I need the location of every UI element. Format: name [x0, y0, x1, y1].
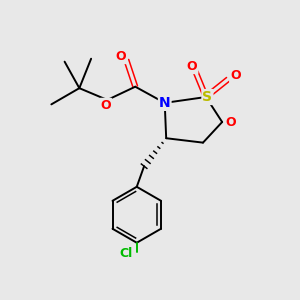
Text: S: S — [202, 90, 212, 104]
Text: O: O — [116, 50, 127, 63]
Text: O: O — [187, 60, 197, 73]
Text: O: O — [225, 116, 236, 128]
Text: O: O — [100, 99, 111, 112]
Text: O: O — [230, 69, 241, 82]
Text: N: N — [159, 96, 170, 110]
Text: Cl: Cl — [120, 247, 133, 260]
